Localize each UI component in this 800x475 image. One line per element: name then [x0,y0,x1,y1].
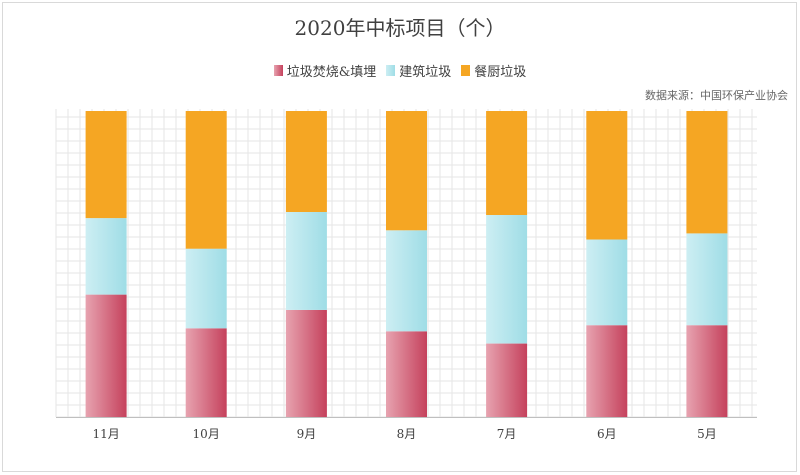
bar-incineration-0 [85,294,127,417]
legend-label-kitchen: 餐厨垃圾 [474,65,527,80]
bar-construction-2 [285,212,327,310]
bar-construction-1 [185,248,227,329]
legend-item-construction: 建筑垃圾 [386,61,451,80]
legend-item-kitchen: 餐厨垃圾 [461,61,526,80]
bar-kitchen-4 [486,111,528,215]
bar-kitchen-5 [586,111,628,240]
bar-construction-6 [686,233,728,326]
bar-kitchen-1 [185,111,227,249]
bars [85,111,728,417]
bar-incineration-6 [686,325,728,417]
bar-kitchen-3 [386,111,427,231]
chart-title: 2020年中标项目（个） [294,16,506,40]
bar-incineration-2 [285,309,327,417]
legend-swatch-incineration [273,65,283,76]
legend: 垃圾焚烧&填埋 建筑垃圾 餐厨垃圾 [0,61,800,80]
bar-kitchen-2 [285,111,327,212]
bar-incineration-5 [586,325,628,417]
x-tick-label: 6月 [597,427,617,441]
legend-label-construction: 建筑垃圾 [399,65,452,80]
bar-incineration-4 [486,343,528,417]
bar-incineration-3 [386,331,427,417]
x-tick-label: 8月 [397,427,417,441]
x-tick-label: 11月 [92,427,119,441]
data-source-note: 数据来源：中国环保产业协会 [645,89,788,102]
bar-incineration-1 [185,328,227,417]
bar-construction-4 [486,215,528,344]
bar-kitchen-0 [85,111,127,219]
bar-construction-5 [586,239,628,326]
legend-swatch-construction [386,65,396,76]
x-tick-label: 9月 [297,427,317,441]
x-tick-label: 10月 [193,427,220,441]
bar-kitchen-6 [686,111,728,234]
bar-construction-3 [386,230,427,332]
x-tick-label: 5月 [697,427,717,441]
legend-swatch-kitchen [461,65,471,76]
bar-construction-0 [85,218,127,295]
x-axis: 11月 10月 9月 8月 7月 6月 5月 [56,417,757,441]
x-tick-label: 7月 [497,427,517,441]
legend-item-incineration: 垃圾焚烧&填埋 [273,61,377,80]
legend-label-incineration: 垃圾焚烧&填埋 [286,65,377,80]
